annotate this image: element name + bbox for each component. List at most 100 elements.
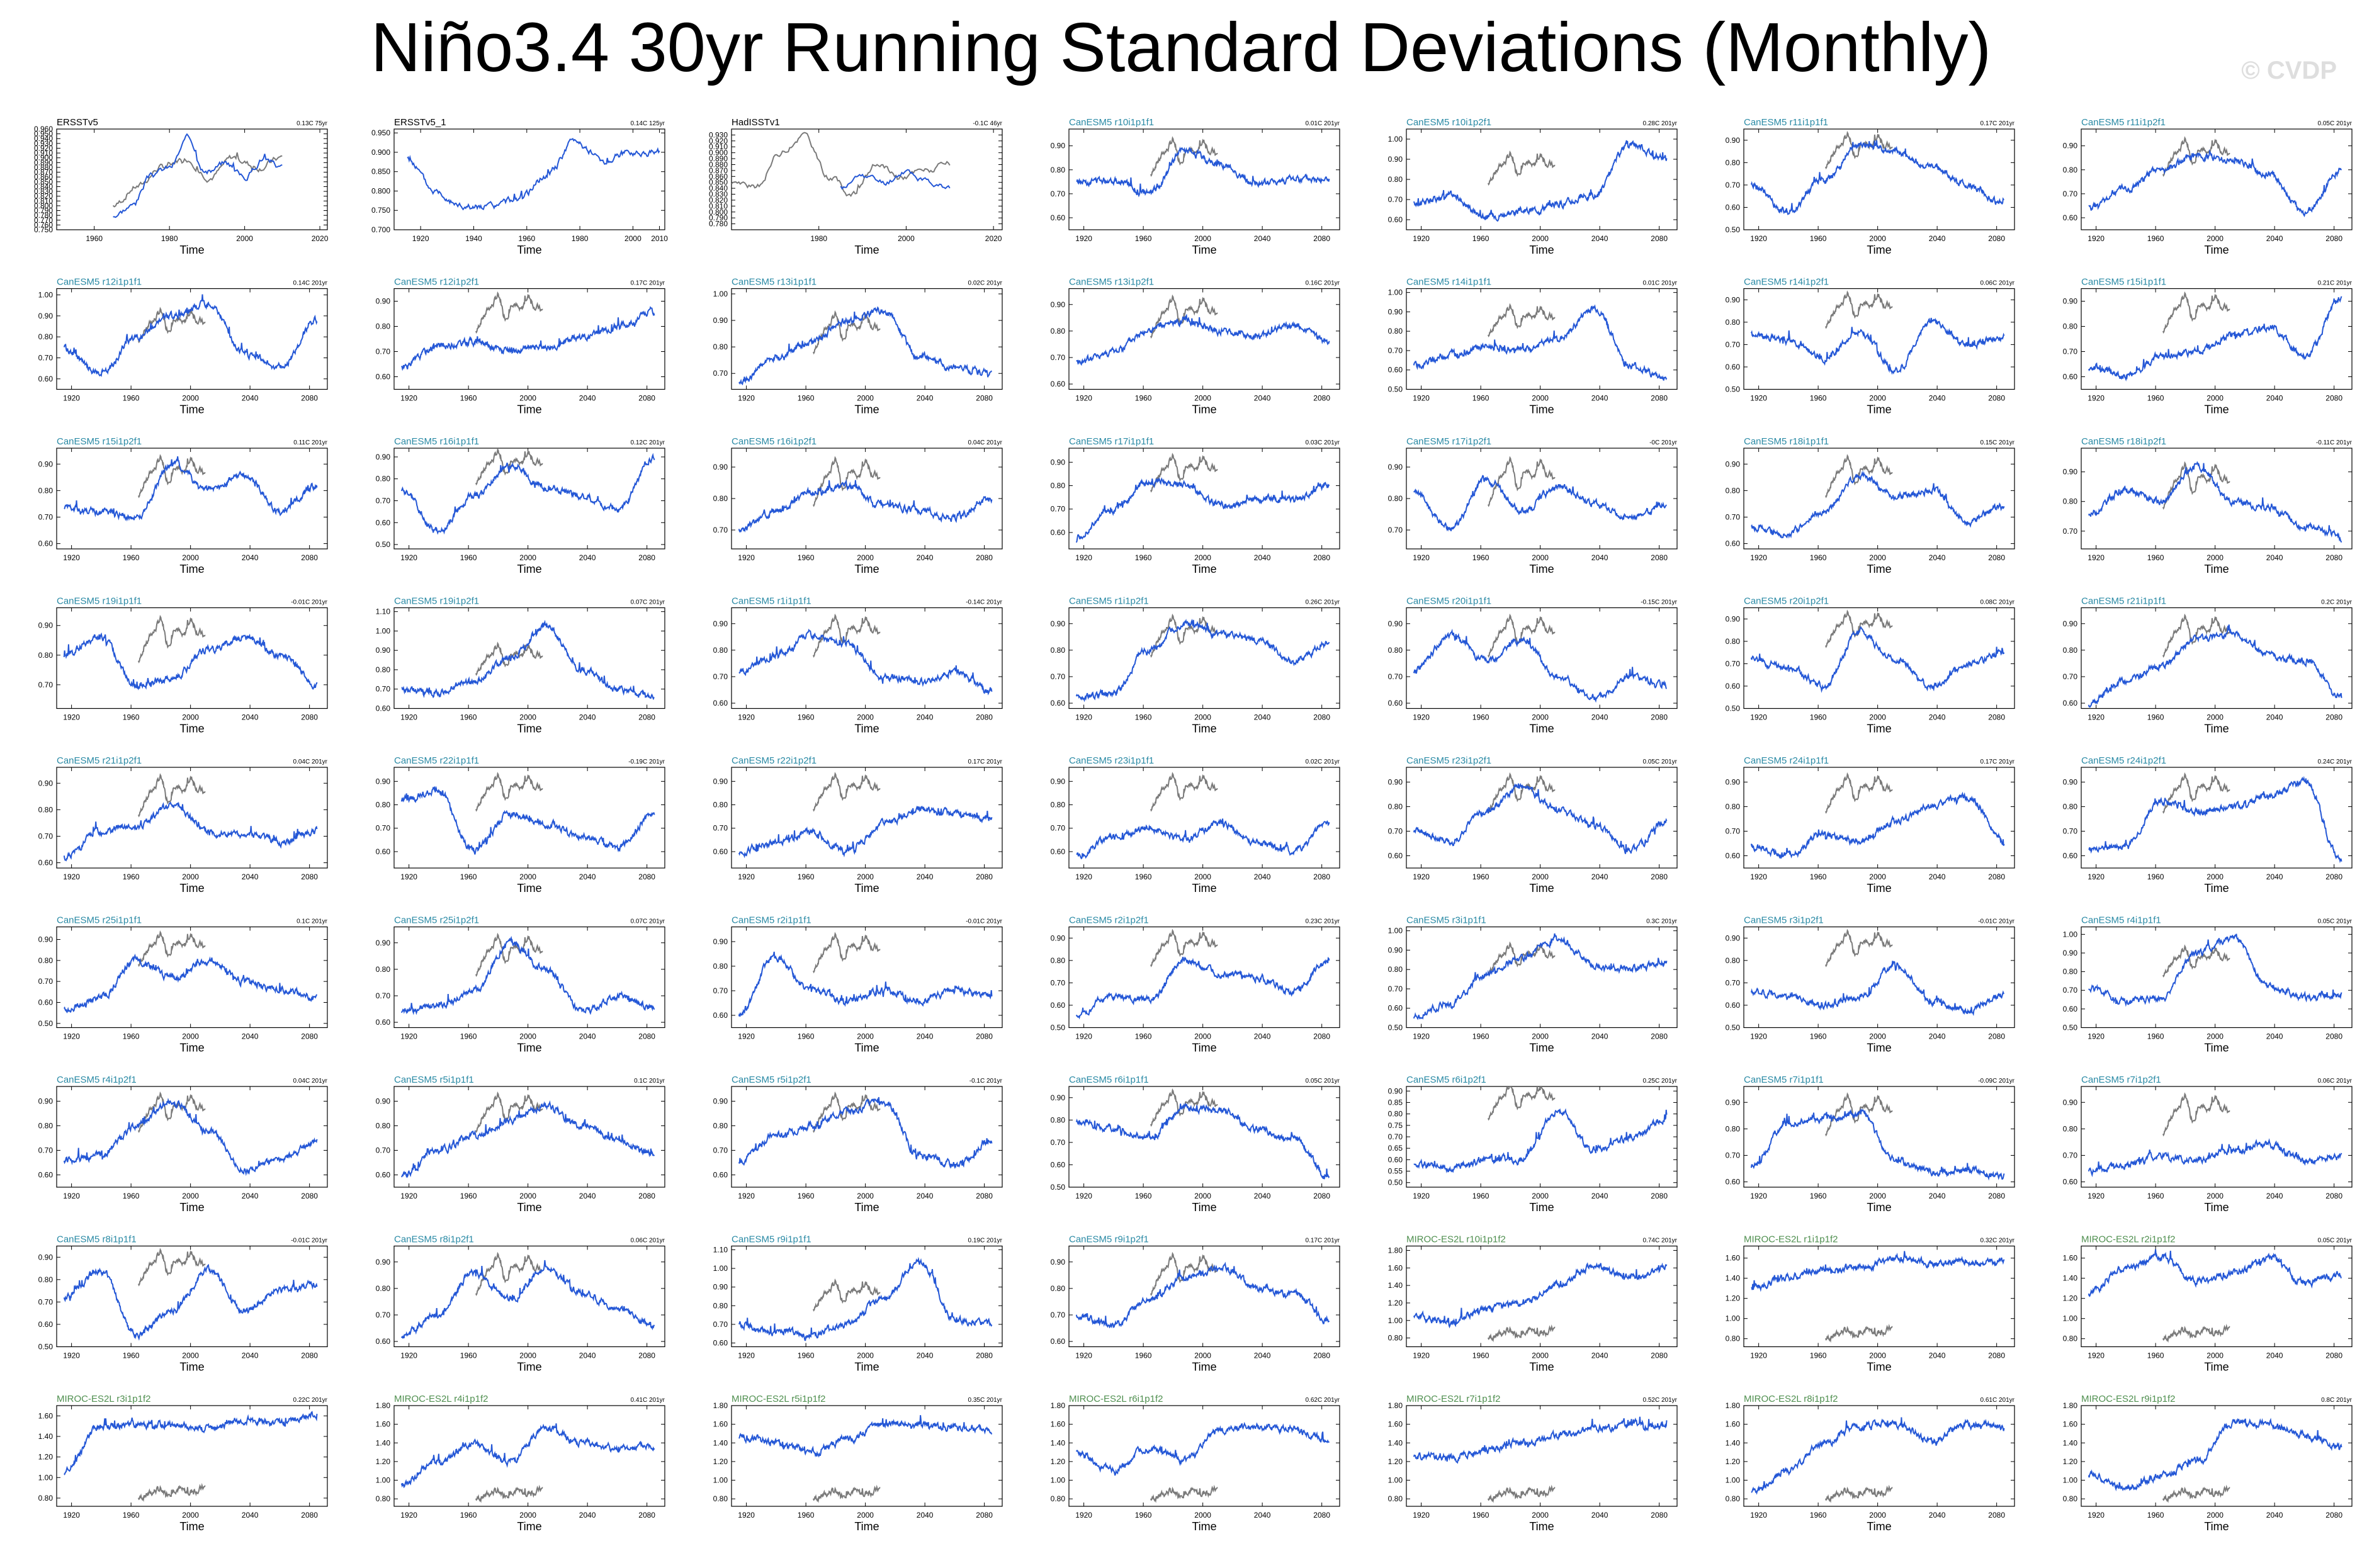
x-tick-label: 2080 <box>638 394 655 403</box>
model-series-line <box>400 1100 655 1178</box>
x-tick-label: 2000 <box>1532 1351 1549 1360</box>
y-tick-label: 0.80 <box>2063 967 2078 976</box>
plot-frame <box>1068 128 1340 230</box>
panel-title: CanESM5 r7i1p2f1 <box>2081 1074 2161 1085</box>
y-tick-label: 0.950 <box>34 130 53 138</box>
x-tick-label: 1920 <box>63 1511 80 1520</box>
y-tick-label: 1.20 <box>376 1457 391 1466</box>
y-tick-label: 0.70 <box>1726 659 1741 668</box>
x-tick-label: 1920 <box>400 394 417 403</box>
y-tick-label: 1.10 <box>376 607 391 616</box>
plot-frame <box>1068 1245 1340 1348</box>
x-tick-label: 2000 <box>1194 1511 1211 1520</box>
obs-series-line <box>812 456 881 507</box>
model-series-line <box>400 786 655 855</box>
x-tick-label: 2040 <box>1929 394 1946 403</box>
x-tick-label: 2040 <box>2266 713 2283 722</box>
y-tick-label: 0.700 <box>371 225 390 234</box>
x-tick-label: 2080 <box>638 1032 655 1041</box>
x-tick-label: 2080 <box>1988 1032 2005 1041</box>
x-tick-label: 1920 <box>400 713 417 722</box>
x-tick-label: 1920 <box>738 713 755 722</box>
x-tick-label: 2080 <box>2325 1032 2342 1041</box>
x-axis-label: Time <box>1529 882 1554 894</box>
x-tick-label: 2040 <box>917 1192 934 1200</box>
y-tick-label: 0.750 <box>371 206 390 215</box>
x-axis-label: Time <box>179 882 204 894</box>
model-series-line <box>63 1097 318 1176</box>
x-tick-label: 1920 <box>1075 872 1092 881</box>
x-tick-label: 2040 <box>1929 872 1946 881</box>
y-tick-label: 0.80 <box>1051 482 1066 490</box>
y-tick-label: 0.90 <box>1051 300 1066 309</box>
y-tick-label: 0.90 <box>1388 777 1403 786</box>
y-tick-label: 1.20 <box>1388 1457 1403 1466</box>
y-tick-label: 0.80 <box>1388 1334 1403 1343</box>
panel-58: MIROC-ES2L r4i1p1f2 0.41C 201yr 1920 1960 20… <box>376 1394 665 1533</box>
x-tick-label: 2000 <box>2207 1032 2224 1041</box>
y-tick-label: 0.90 <box>713 316 728 325</box>
obs-series-line <box>812 310 881 355</box>
x-tick-label: 1920 <box>2088 553 2105 562</box>
x-tick-label: 2000 <box>1194 553 1211 562</box>
x-tick-label: 1920 <box>1413 234 1430 243</box>
y-tick-label: 0.90 <box>713 463 728 471</box>
x-tick-label: 1920 <box>738 872 755 881</box>
y-tick-label: 0.60 <box>376 1337 391 1346</box>
plot-frame <box>731 767 1003 869</box>
y-tick-label: 0.80 <box>1388 1110 1403 1119</box>
y-tick-label: 0.70 <box>1388 195 1403 204</box>
trend-label: 0.17C 201yr <box>631 280 665 287</box>
plot-frame <box>56 288 328 390</box>
x-tick-label: 2000 <box>857 1511 874 1520</box>
x-tick-label: 1960 <box>2147 713 2164 722</box>
model-series-line <box>738 628 993 696</box>
x-tick-label: 2040 <box>242 1032 259 1041</box>
y-tick-label: 0.80 <box>38 651 54 660</box>
panel-title: CanESM5 r23i1p2f1 <box>1406 755 1491 766</box>
x-tick-label: 2000 <box>182 713 199 722</box>
trend-label: 0.05C 201yr <box>1306 1078 1340 1085</box>
y-tick-label: 1.20 <box>2063 1457 2078 1466</box>
x-axis-label: Time <box>2204 1520 2229 1533</box>
y-tick-label: 0.750 <box>34 225 53 234</box>
y-tick-label: 0.70 <box>1388 672 1403 681</box>
x-tick-label: 2000 <box>1194 1192 1211 1200</box>
x-tick-label: 1980 <box>810 234 827 243</box>
x-tick-label: 1960 <box>1135 1192 1152 1200</box>
trend-label: 0.17C 201yr <box>1981 120 2015 127</box>
panel-title: MIROC-ES2L r8i1p1f2 <box>1744 1394 1838 1404</box>
model-series-line <box>1750 626 2005 693</box>
y-tick-label: 0.60 <box>1388 851 1403 860</box>
x-tick-label: 2080 <box>976 872 993 881</box>
x-tick-label: 1920 <box>1750 1192 1767 1200</box>
x-tick-label: 2080 <box>976 1192 993 1200</box>
x-tick-label: 2000 <box>182 394 199 403</box>
panel-title: CanESM5 r18i1p1f1 <box>1744 436 1829 447</box>
x-tick-label: 1920 <box>1413 1351 1430 1360</box>
x-tick-label: 2040 <box>1591 713 1608 722</box>
obs-series-line <box>475 932 543 977</box>
x-tick-label: 2040 <box>1254 394 1271 403</box>
y-tick-label: 0.90 <box>1388 945 1403 954</box>
x-tick-label: 2040 <box>1929 1511 1946 1520</box>
x-axis-label: Time <box>1529 563 1554 575</box>
y-tick-label: 0.50 <box>1388 385 1403 394</box>
y-tick-label: 0.80 <box>1051 1494 1066 1503</box>
plot-frame <box>56 1245 328 1348</box>
panel-title: MIROC-ES2L r2i1p1f2 <box>2081 1234 2176 1245</box>
x-tick-label: 2080 <box>1988 872 2005 881</box>
panel-title: CanESM5 r2i1p1f1 <box>732 915 811 926</box>
model-series-line <box>400 935 655 1015</box>
obs-series-line <box>2162 461 2230 510</box>
model-series-line <box>407 138 660 211</box>
y-tick-label: 0.90 <box>713 1283 728 1292</box>
plot-frame <box>56 607 328 709</box>
y-tick-label: 0.90 <box>2063 468 2078 477</box>
x-tick-label: 2000 <box>1194 394 1211 403</box>
x-tick-label: 2000 <box>1532 872 1549 881</box>
x-tick-label: 2000 <box>519 713 536 722</box>
x-tick-label: 2000 <box>857 553 874 562</box>
x-tick-label: 1920 <box>1750 713 1767 722</box>
obs-series-line <box>812 772 881 812</box>
